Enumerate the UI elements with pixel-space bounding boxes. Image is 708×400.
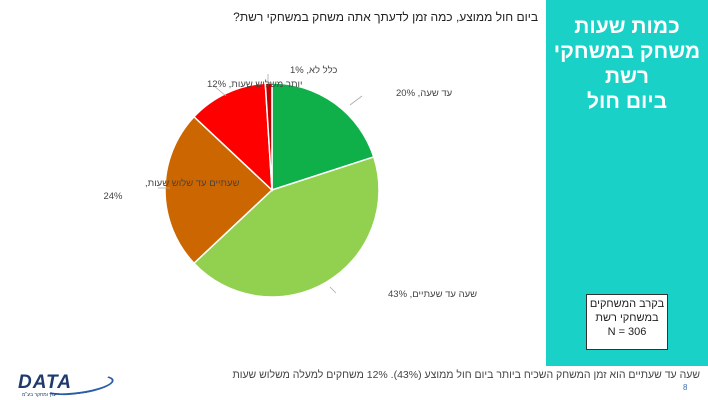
- question-text: ביום חול ממוצע, כמה זמן לדעתך אתה משחק ב…: [233, 10, 538, 24]
- pie-chart: עד שעה, 20% שעה עד שעתיים, 43% שעתיים עד ש…: [103, 64, 477, 300]
- pie-slice: [271, 82, 375, 192]
- slice-label-value: 24%: [103, 191, 123, 202]
- pie-slice: [192, 82, 273, 192]
- slice-label: יותר משלוש שעות, 12%: [207, 78, 302, 90]
- slice-label: שעה עד שעתיים, 43%: [388, 289, 477, 300]
- sample-box: בקרב המשחקים במשחקי רשת N = 306: [586, 294, 668, 350]
- slice-label: כלל לא, 1%: [290, 64, 337, 76]
- leader-line: [349, 95, 363, 106]
- sample-size: N = 306: [607, 326, 647, 338]
- pie-slice: [164, 115, 274, 265]
- leader-line: [213, 85, 227, 97]
- slice-label: עד שעה, 20%: [396, 88, 453, 99]
- side-title-line: כמות שעות: [574, 15, 680, 38]
- side-title-line: רשת: [604, 65, 650, 88]
- pie-slice: [192, 155, 380, 298]
- slice-label: שעתיים עד שלוש שעות,: [145, 177, 239, 189]
- company-logo: DATA ייעוץ ומחקר בע"מ: [14, 371, 115, 399]
- footer-note: שעה עד שעתיים הוא זמן המשחק השכיח ביותר …: [232, 369, 700, 381]
- sample-line: בקרב המשחקים: [589, 298, 665, 310]
- logo-text: DATA: [18, 372, 72, 393]
- leader-line: [329, 286, 337, 294]
- logo-tagline: ייעוץ ומחקר בע"מ: [22, 392, 59, 398]
- pie-slice: [264, 82, 273, 191]
- page-number: 8: [683, 383, 688, 392]
- side-title: כמות שעות משחק במשחקי רשת ביום חול: [546, 14, 708, 114]
- sample-line: במשחקי רשת: [595, 312, 659, 324]
- side-title-line: משחק במשחקי: [553, 40, 701, 63]
- footer: שעה עד שעתיים הוא זמן המשחק השכיח ביותר …: [0, 366, 708, 400]
- side-title-line: ביום חול: [586, 90, 668, 113]
